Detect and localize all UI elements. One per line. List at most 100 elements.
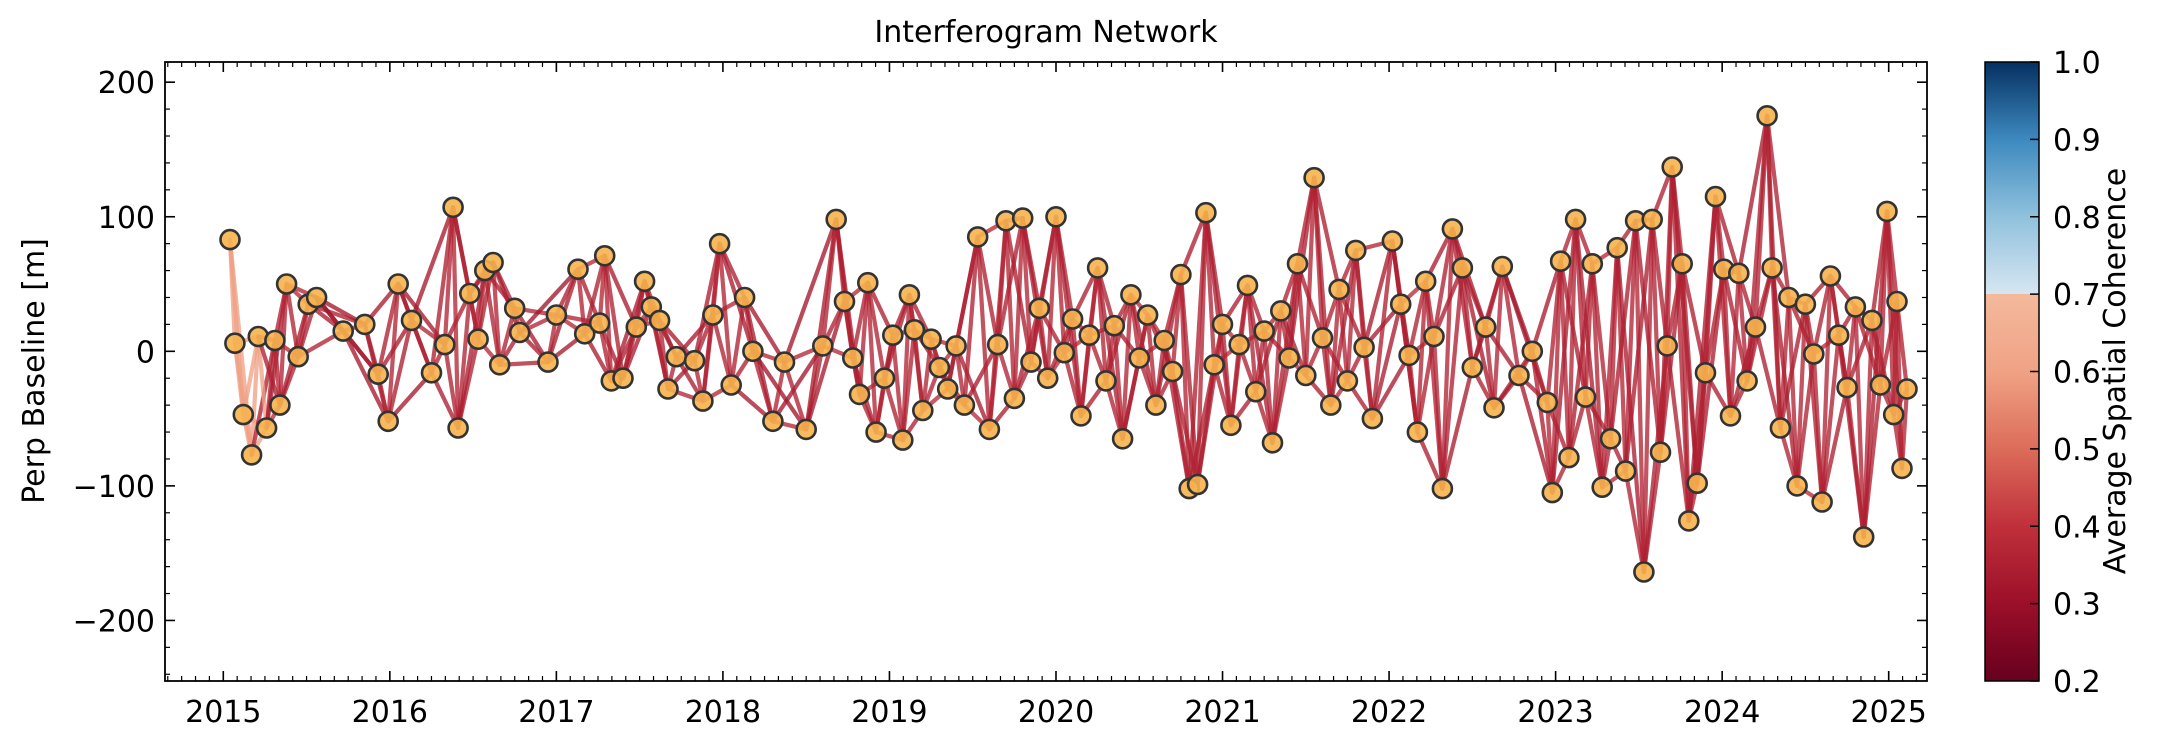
interferogram-edge: [995, 218, 1009, 347]
interferogram-edge: [620, 304, 654, 381]
acquisition-point: [545, 304, 568, 326]
interferogram-edge: [376, 281, 401, 377]
interferogram-edge: [1440, 226, 1455, 491]
interferogram-edge: [1819, 273, 1833, 505]
interferogram-edge: [890, 333, 905, 443]
acquisition-point: [508, 321, 531, 344]
acquisition-point: [881, 324, 904, 347]
acquisition-point: [1095, 370, 1117, 392]
interferogram-edge: [1303, 175, 1317, 378]
interferogram-edge: [386, 370, 434, 424]
x-tick-label: 2025: [1851, 695, 1927, 730]
acquisition-point: [1606, 236, 1628, 259]
acquisition-point: [1441, 218, 1464, 240]
interferogram-edge: [1262, 329, 1275, 445]
interferogram-edge: [1703, 194, 1718, 375]
interferogram-edge: [1195, 210, 1209, 487]
interferogram-edge: [1045, 214, 1059, 381]
interferogram-edge: [1345, 248, 1358, 383]
interferogram-edge: [1794, 302, 1808, 488]
acquisition-point: [1641, 208, 1663, 231]
acquisition-point: [1794, 293, 1817, 316]
interferogram-edge: [782, 217, 839, 365]
acquisition-point: [1574, 386, 1597, 408]
acquisition-point: [1270, 300, 1292, 322]
acquisition-point: [275, 273, 298, 295]
interferogram-edge: [1753, 113, 1770, 330]
acquisition-point: [593, 245, 616, 267]
acquisition-point: [1361, 407, 1384, 430]
acquisition-point: [1011, 207, 1034, 229]
y-tick-label: −200: [73, 604, 155, 639]
acquisition-point: [1541, 481, 1564, 504]
acquisition-point: [1761, 257, 1783, 279]
interferogram-edge: [602, 253, 639, 330]
interferogram-edge: [1853, 304, 1866, 540]
acquisition-point: [1053, 341, 1076, 364]
acquisition-point: [1295, 364, 1317, 387]
y-tick-label: 200: [98, 66, 155, 101]
interferogram-edge: [1431, 334, 1445, 491]
x-tick-label: 2017: [518, 695, 594, 730]
x-tick-label: 2015: [185, 695, 261, 730]
acquisition-point: [1656, 335, 1678, 357]
acquisition-point: [945, 335, 967, 357]
interferogram-edge: [1516, 373, 1555, 495]
acquisition-point: [1564, 208, 1587, 231]
acquisition-point: [1423, 325, 1445, 348]
acquisition-point: [1203, 353, 1225, 376]
acquisition-point: [1353, 336, 1375, 359]
x-tick-label: 2024: [1684, 695, 1760, 730]
interferogram-edge: [1311, 175, 1342, 292]
interferogram-edge: [912, 327, 925, 413]
interferogram-edge: [1278, 308, 1308, 378]
acquisition-point: [865, 421, 887, 443]
acquisition-point: [232, 403, 255, 426]
acquisition-point: [825, 208, 848, 231]
acquisition-point: [458, 282, 481, 305]
interferogram-edge: [1112, 323, 1125, 441]
acquisition-point: [1536, 391, 1559, 414]
acquisition-point: [1558, 446, 1580, 469]
acquisition-point: [1549, 250, 1572, 273]
acquisition-point: [633, 270, 656, 293]
acquisition-point: [920, 328, 942, 351]
interferogram-edge: [1178, 272, 1200, 487]
x-tick-label: 2019: [851, 695, 927, 730]
interferogram-edge: [975, 234, 992, 432]
x-tick-label: 2016: [352, 695, 428, 730]
colorbar-tick-label: 0.7: [2053, 278, 2101, 313]
interferogram-edge: [1623, 218, 1638, 474]
acquisition-point: [1389, 293, 1412, 316]
acquisition-point: [1852, 526, 1875, 548]
acquisition-point: [1678, 510, 1700, 532]
acquisition-point: [305, 286, 328, 309]
acquisition-point: [665, 345, 688, 368]
acquisition-point: [1278, 347, 1300, 369]
interferogram-edge: [256, 334, 269, 431]
acquisition-point: [1261, 431, 1284, 454]
chart-title: Interferogram Network: [874, 15, 1218, 50]
acquisition-point: [255, 417, 278, 439]
acquisition-point: [1028, 297, 1051, 320]
interferogram-edge: [1370, 238, 1395, 421]
interferogram-edge: [1370, 302, 1403, 421]
acquisition-point: [488, 353, 511, 376]
interferogram-edge: [857, 280, 870, 397]
acquisition-point: [898, 283, 921, 306]
acquisition-point: [264, 329, 286, 352]
acquisition-point: [702, 304, 724, 326]
interferogram-edge: [582, 253, 607, 336]
acquisition-point: [1882, 403, 1905, 426]
acquisition-point: [708, 232, 731, 255]
acquisition-point: [1036, 367, 1059, 390]
acquisition-point: [1070, 405, 1092, 427]
interferogram-edge: [1819, 385, 1850, 505]
interferogram-edge: [820, 217, 839, 348]
acquisition-point: [1161, 360, 1184, 383]
interferogram-edge: [491, 260, 502, 367]
acquisition-point: [1491, 255, 1514, 278]
acquisition-point: [1406, 421, 1429, 443]
